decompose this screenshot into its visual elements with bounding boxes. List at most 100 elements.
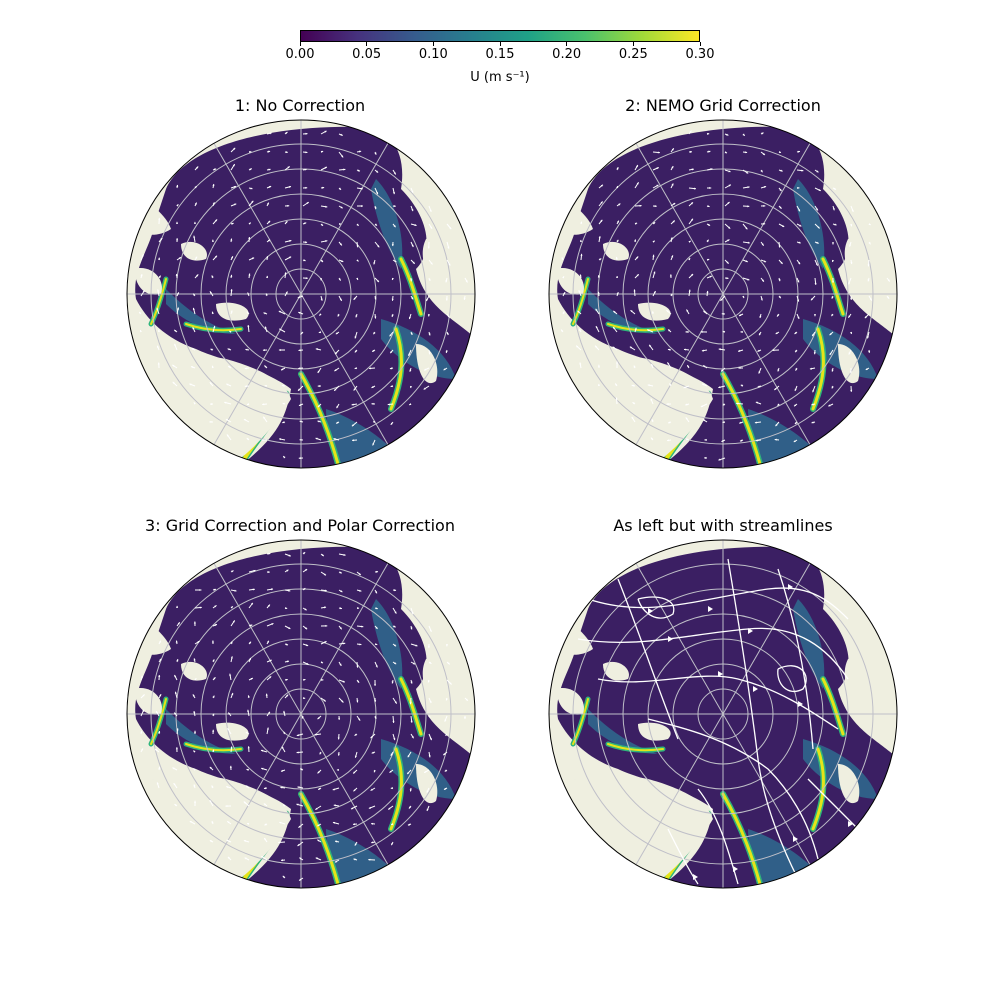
island	[638, 722, 671, 741]
velocity-arrowhead	[211, 365, 214, 368]
velocity-arrowhead	[444, 719, 447, 722]
velocity-arrowhead	[314, 733, 317, 736]
velocity-arrowhead	[653, 271, 656, 274]
velocity-arrowhead	[407, 771, 410, 775]
velocity-arrowhead	[755, 439, 758, 442]
velocity-arrowhead	[319, 752, 322, 755]
velocity-arrowhead	[232, 164, 235, 167]
velocity-arrowhead	[352, 823, 355, 826]
velocity-arrowhead	[265, 293, 268, 296]
velocity-arrowhead	[704, 438, 707, 442]
velocity-arrowhead	[211, 785, 214, 788]
velocity-arrowhead	[283, 456, 286, 459]
velocity-arrowhead	[299, 420, 302, 423]
velocity-arrowhead	[261, 438, 264, 442]
velocity-arrowhead	[303, 259, 306, 262]
velocity-arrowhead	[667, 362, 670, 365]
velocity-arrowhead	[229, 673, 232, 676]
map-boundary	[548, 539, 898, 889]
velocity-arrowhead	[428, 333, 431, 336]
velocity-arrowhead	[707, 223, 711, 226]
velocity-arrowhead	[809, 367, 813, 370]
velocity-arrowhead	[142, 694, 145, 697]
velocity-arrowhead	[761, 243, 764, 246]
velocity-arrowhead	[278, 841, 281, 844]
velocity-arrowhead	[757, 349, 760, 352]
velocity-arrowhead	[191, 366, 194, 369]
velocity-arrowhead	[356, 700, 359, 703]
velocity-arrowhead	[228, 366, 231, 369]
velocity-arrowhead	[391, 823, 394, 826]
velocity-arrowhead	[702, 419, 706, 422]
velocity-arrowhead	[647, 329, 650, 332]
velocity-arrowhead	[299, 857, 302, 860]
velocity-arrowhead	[833, 187, 837, 190]
colorbar-tick	[632, 42, 634, 46]
velocity-arrowhead	[831, 386, 834, 389]
colorbar-tick-label: 0.15	[485, 47, 515, 62]
velocity-arrowhead	[300, 332, 303, 335]
meridian-line	[205, 129, 302, 295]
velocity-arrowhead	[282, 421, 285, 424]
velocity-arrowhead	[189, 821, 192, 824]
panel-4-map	[548, 539, 898, 889]
velocity-arrowhead	[250, 677, 253, 680]
island	[181, 241, 207, 261]
velocity-arrowhead	[298, 403, 302, 406]
streamline-arrowhead	[708, 606, 713, 612]
velocity-arrowhead	[174, 329, 177, 332]
velocity-arrowhead	[231, 570, 234, 573]
velocity-arrowhead	[409, 702, 412, 705]
velocity-arrowhead	[613, 327, 616, 330]
velocity-arrowhead	[409, 385, 413, 389]
streamline	[647, 718, 819, 860]
velocity-arrowhead	[230, 274, 233, 277]
velocity-arrowhead	[336, 405, 339, 409]
velocity-arrowhead	[209, 800, 212, 803]
velocity-arrowhead	[193, 730, 197, 733]
velocity-arrowhead	[370, 736, 373, 739]
velocity-arrowhead	[352, 439, 355, 442]
velocity-arrowhead	[831, 296, 834, 299]
velocity-arrowhead	[650, 437, 654, 440]
velocity-arrowhead	[709, 275, 712, 278]
velocity-arrowhead	[408, 353, 411, 356]
colorbar-tick	[566, 42, 568, 46]
boundary-current	[150, 278, 167, 325]
velocity-arrowhead	[298, 825, 301, 828]
velocity-arrowhead	[175, 640, 178, 643]
velocity-arrowhead	[647, 384, 650, 387]
velocity-arrowhead	[340, 206, 343, 209]
velocity-arrowhead	[579, 274, 582, 277]
velocity-arrowhead	[710, 168, 713, 171]
velocity-arrowhead	[263, 312, 266, 315]
velocity-arrowhead	[390, 753, 393, 756]
velocity-arrowhead	[283, 804, 286, 807]
velocity-arrowhead	[281, 746, 284, 749]
velocity-arrowhead	[268, 186, 272, 188]
velocity-arrowhead	[317, 771, 320, 774]
boundary-current	[607, 743, 664, 752]
velocity-arrowhead	[339, 663, 342, 666]
streamline-arrowhead	[648, 608, 653, 614]
velocity-arrowhead	[831, 313, 834, 317]
velocity-arrowhead	[763, 260, 767, 263]
velocity-arrowhead	[774, 438, 777, 441]
boundary-current	[607, 323, 664, 332]
velocity-arrowhead	[342, 680, 345, 683]
velocity-arrowhead	[465, 280, 468, 283]
velocity-arrowhead	[298, 457, 301, 460]
velocity-arrowhead	[683, 348, 687, 351]
colorbar-tick	[432, 42, 434, 46]
velocity-arrowhead	[212, 713, 215, 716]
velocity-arrowhead	[243, 840, 247, 843]
velocity-arrowhead	[371, 841, 374, 844]
velocity-arrowhead	[562, 311, 565, 314]
velocity-arrowhead	[707, 258, 710, 261]
velocity-arrowhead	[371, 751, 374, 754]
velocity-arrowhead	[689, 150, 692, 153]
streamline	[637, 596, 675, 619]
colorbar-tick-label: 0.10	[418, 47, 448, 62]
velocity-arrowhead	[174, 712, 177, 715]
velocity-arrowhead	[707, 132, 710, 135]
